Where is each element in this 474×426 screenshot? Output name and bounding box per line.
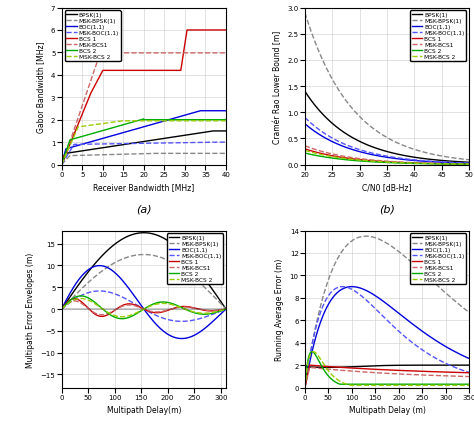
X-axis label: Multipath Delay(m): Multipath Delay(m) <box>107 406 181 414</box>
X-axis label: C/N0 [dB-Hz]: C/N0 [dB-Hz] <box>362 183 412 192</box>
Text: (a): (a) <box>136 204 152 214</box>
X-axis label: Receiver Bandwidth [MHz]: Receiver Bandwidth [MHz] <box>93 183 194 192</box>
Legend: BPSK(1), MSK-BPSK(1), BOC(1,1), MSK-BOC(1,1), BCS 1, MSK-BCS1, BCS 2, MSK-BCS 2: BPSK(1), MSK-BPSK(1), BOC(1,1), MSK-BOC(… <box>410 234 466 284</box>
Y-axis label: Gabor Bandwidth [MHz]: Gabor Bandwidth [MHz] <box>36 41 46 132</box>
Legend: BPSK(1), MSK-BPSK(1), BOC(1,1), MSK-BOC(1,1), BCS 1, MSK-BCS1, BCS 2, MSK-BCS 2: BPSK(1), MSK-BPSK(1), BOC(1,1), MSK-BOC(… <box>410 12 466 62</box>
Y-axis label: Multipath Error Envelopes (m): Multipath Error Envelopes (m) <box>26 252 35 367</box>
Legend: BPSK(1), MSK-BPSK(1), BOC(1,1), MSK-BOC(1,1), BCS 1, MSK-BCS1, BCS 2, MSK-BCS 2: BPSK(1), MSK-BPSK(1), BOC(1,1), MSK-BOC(… <box>64 12 121 62</box>
Text: (b): (b) <box>379 204 395 214</box>
Legend: BPSK(1), MSK-BPSK(1), BOC(1,1), MSK-BOC(1,1), BCS 1, MSK-BCS1, BCS 2, MSK-BCS 2: BPSK(1), MSK-BPSK(1), BOC(1,1), MSK-BOC(… <box>167 234 223 284</box>
X-axis label: Multipath Delay (m): Multipath Delay (m) <box>349 406 426 414</box>
Y-axis label: Running Average Error (m): Running Average Error (m) <box>275 258 284 360</box>
Y-axis label: Cramér Rao Lower Bound [m]: Cramér Rao Lower Bound [m] <box>273 30 282 143</box>
